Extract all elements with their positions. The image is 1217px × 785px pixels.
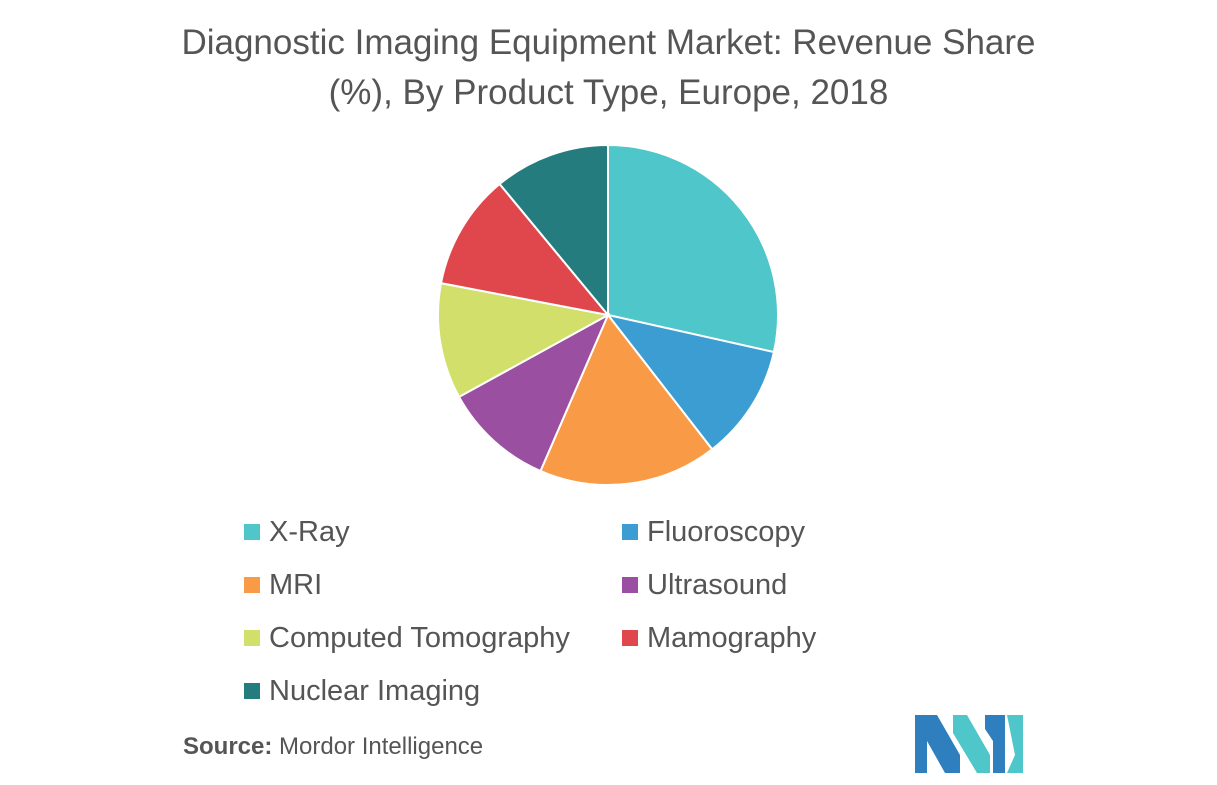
legend-item-nuclear-imaging: Nuclear Imaging <box>244 671 480 711</box>
legend-item-ultrasound: Ultrasound <box>622 565 787 605</box>
source-label: Source: <box>183 733 272 760</box>
legend-label: Fluoroscopy <box>647 516 805 549</box>
legend-item-mamography: Mamography <box>622 618 816 658</box>
source-note: Source: Mordor Intelligence <box>183 733 483 761</box>
legend-item-fluoroscopy: Fluoroscopy <box>622 512 805 552</box>
legend-swatch <box>622 630 638 646</box>
mordor-intelligence-logo-icon <box>915 715 1025 773</box>
legend-item-mri: MRI <box>244 565 322 605</box>
legend-label: Mamography <box>647 622 816 655</box>
legend-swatch <box>244 577 260 593</box>
legend-swatch <box>244 630 260 646</box>
legend-swatch <box>622 577 638 593</box>
legend-label: MRI <box>269 569 322 602</box>
legend-label: Nuclear Imaging <box>269 675 480 708</box>
legend-label: X-Ray <box>269 516 350 549</box>
legend-item-x-ray: X-Ray <box>244 512 350 552</box>
source-text: Mordor Intelligence <box>279 733 483 760</box>
legend-swatch <box>622 524 638 540</box>
legend-swatch <box>244 683 260 699</box>
legend-swatch <box>244 524 260 540</box>
legend-item-computed-tomography: Computed Tomography <box>244 618 570 658</box>
legend-label: Computed Tomography <box>269 622 570 655</box>
legend-label: Ultrasound <box>647 569 787 602</box>
